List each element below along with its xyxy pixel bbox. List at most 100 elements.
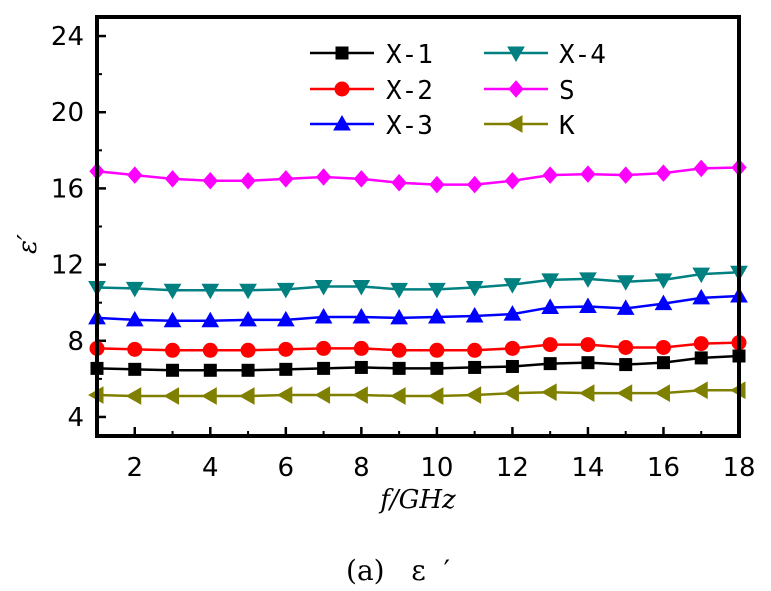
data-point-X-2 xyxy=(278,341,294,357)
series-line-X-1 xyxy=(96,354,740,372)
data-point-X-2 xyxy=(391,342,407,358)
data-point-X-3 xyxy=(692,288,711,305)
data-point-K xyxy=(125,387,142,405)
data-point-X-1 xyxy=(694,351,708,365)
data-point-X-1 xyxy=(656,356,670,370)
data-point-S xyxy=(278,170,294,188)
data-point-K xyxy=(541,383,557,402)
series-lines xyxy=(96,166,740,398)
legend-label: X-2 xyxy=(386,76,433,106)
data-point-K xyxy=(163,387,180,405)
data-point-X-4 xyxy=(239,283,257,300)
legend-item-X-2: X-2 xyxy=(310,76,433,106)
figure-caption: (a) ε ′ xyxy=(346,554,450,587)
data-point-X-3 xyxy=(503,305,522,321)
data-point-K xyxy=(503,384,519,403)
data-point-X-4 xyxy=(654,273,673,289)
data-point-S xyxy=(315,168,332,186)
data-point-K xyxy=(654,384,670,403)
data-point-X-4 xyxy=(465,280,484,297)
x-tick-label: 2 xyxy=(126,453,143,483)
data-point-X-2 xyxy=(467,342,483,358)
data-point-X-1 xyxy=(543,357,557,371)
data-point-K xyxy=(427,387,444,405)
data-point-S xyxy=(353,170,370,188)
data-point-X-1 xyxy=(430,361,444,375)
data-point-X-1 xyxy=(392,361,406,375)
data-point-X-4 xyxy=(390,282,408,299)
legend-item-X-3: X-3 xyxy=(310,111,433,141)
data-point-X-4 xyxy=(352,279,371,296)
data-point-X-3 xyxy=(465,307,484,323)
data-point-X-4 xyxy=(541,273,560,289)
data-point-K xyxy=(276,386,293,404)
data-point-S xyxy=(618,166,634,184)
data-point-X-3 xyxy=(428,307,446,324)
data-point-X-4 xyxy=(201,283,220,300)
x-tick-label: 18 xyxy=(722,453,755,483)
x-tick-label: 12 xyxy=(496,453,529,483)
data-point-X-3 xyxy=(201,311,220,328)
data-point-X-2 xyxy=(429,342,445,358)
series-line-X-2 xyxy=(96,341,740,352)
data-point-X-4 xyxy=(579,272,597,288)
legend-label: S xyxy=(559,76,575,106)
data-point-K xyxy=(352,386,368,404)
data-point-S xyxy=(542,166,558,184)
data-point-X-1 xyxy=(279,362,293,376)
data-point-X-2 xyxy=(618,339,634,355)
data-point-X-2 xyxy=(693,336,709,352)
series-markers xyxy=(87,158,748,405)
x-tick-labels: 2 4 6 8 10 12 14 16 18 xyxy=(126,453,755,483)
data-point-S xyxy=(504,172,521,190)
data-point-X-1 xyxy=(619,358,633,372)
data-point-X-1 xyxy=(505,359,519,373)
data-point-X-4 xyxy=(314,279,333,296)
data-point-K xyxy=(239,387,255,405)
legend-marker xyxy=(507,46,525,63)
data-point-X-3 xyxy=(541,298,560,314)
x-tick-label: 16 xyxy=(647,453,680,483)
legend-marker xyxy=(335,46,349,60)
data-point-X-4 xyxy=(428,282,446,299)
data-point-X-3 xyxy=(654,294,673,311)
y-tick-labels: 4 8 12 16 20 24 xyxy=(51,22,84,433)
data-point-X-2 xyxy=(542,337,558,353)
x-axis-title: f/GHz xyxy=(378,485,456,515)
data-point-S xyxy=(693,159,709,178)
legend-marker xyxy=(334,81,350,97)
data-point-X-1 xyxy=(128,362,142,376)
legend-label: X-3 xyxy=(386,111,433,141)
series-line-X-3 xyxy=(96,294,740,323)
data-point-S xyxy=(655,164,672,182)
legend-label: K xyxy=(559,111,575,141)
y-tick-label: 20 xyxy=(51,98,84,128)
data-point-X-3 xyxy=(314,307,333,324)
data-point-X-3 xyxy=(616,299,635,315)
data-point-S xyxy=(466,175,483,194)
x-tick-label: 8 xyxy=(353,453,370,483)
data-point-K xyxy=(692,381,708,400)
legend-marker xyxy=(333,114,351,131)
data-point-X-4 xyxy=(503,278,522,294)
series-line-X-4 xyxy=(96,270,740,292)
data-point-X-3 xyxy=(352,307,371,324)
legend-item-S: S xyxy=(484,76,575,106)
data-point-X-1 xyxy=(317,361,331,375)
data-point-K xyxy=(465,386,482,404)
data-point-K xyxy=(201,387,217,405)
data-point-X-1 xyxy=(241,363,255,377)
y-tick-label: 16 xyxy=(51,174,84,204)
x-tick-label: 4 xyxy=(202,453,219,483)
y-tick-label: 4 xyxy=(67,403,84,433)
data-point-X-4 xyxy=(616,275,635,291)
data-point-X-3 xyxy=(163,311,182,328)
series-line-K xyxy=(96,389,739,398)
data-point-X-2 xyxy=(580,337,596,353)
data-point-S xyxy=(240,172,256,190)
data-point-X-2 xyxy=(353,340,369,356)
data-point-X-1 xyxy=(166,363,180,377)
legend-marker xyxy=(506,115,523,133)
data-point-X-1 xyxy=(203,363,217,377)
